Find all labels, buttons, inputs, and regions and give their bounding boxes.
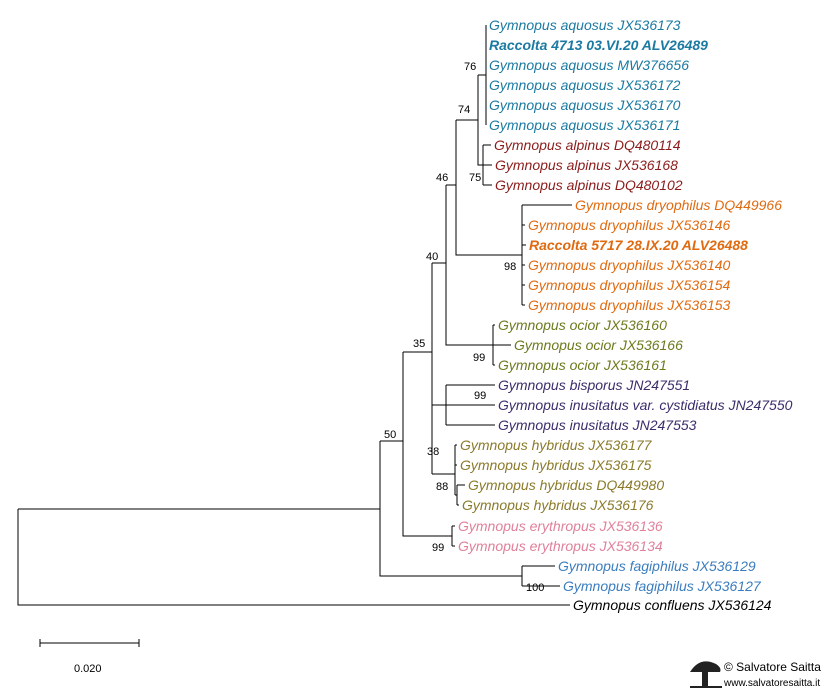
- taxon-label: Gymnopus aquosus JX536172: [489, 77, 681, 93]
- branch-node-46: [445, 185, 493, 346]
- taxon-label: Gymnopus aquosus JX536173: [489, 17, 681, 33]
- taxon-label: Gymnopus fagiphilus JX536127: [563, 578, 762, 594]
- taxon-label: Gymnopus ocior JX536166: [514, 337, 683, 353]
- watermark: © Salvatore Saitta www.salvatoresaitta.i…: [690, 660, 821, 689]
- branch-node-50: [379, 441, 522, 577]
- support-value: 100: [526, 582, 544, 594]
- taxon-label: Gymnopus aquosus MW376656: [489, 57, 689, 73]
- taxon-label: Gymnopus bisporus JN247551: [498, 377, 690, 393]
- branch-node-46-inner: [455, 120, 522, 256]
- support-value: 74: [458, 104, 470, 116]
- taxon-label: Gymnopus dryophilus DQ449966: [575, 197, 782, 213]
- taxon-label: Gymnopus aquosus JX536171: [489, 117, 680, 133]
- taxon-label: Gymnopus inusitatus JN247553: [498, 417, 697, 433]
- branch-node-35: [402, 352, 452, 537]
- support-value: 99: [474, 390, 486, 402]
- support-value: 99: [432, 542, 444, 554]
- watermark-site: www.salvatoresaitta.it: [723, 678, 820, 689]
- scale-bar-label: 0.020: [74, 663, 102, 675]
- taxon-label: Gymnopus hybridus JX536177: [460, 437, 653, 453]
- support-value: 46: [436, 172, 448, 184]
- support-value: 50: [384, 429, 396, 441]
- taxon-label: Gymnopus ocior JX536161: [498, 357, 667, 373]
- taxon-label: Gymnopus alpinus JX536168: [495, 157, 678, 173]
- taxon-label: Gymnopus dryophilus JX536154: [528, 277, 731, 293]
- support-value: 98: [504, 261, 516, 273]
- support-value: 88: [436, 481, 448, 493]
- scale-bar-line: [39, 639, 140, 647]
- support-value: 40: [426, 251, 438, 263]
- taxon-label: Gymnopus hybridus DQ449980: [468, 477, 664, 493]
- taxon-label: Gymnopus hybridus JX536176: [462, 497, 654, 513]
- taxon-label: Gymnopus alpinus DQ480114: [494, 137, 681, 153]
- taxon-label: Gymnopus alpinus DQ480102: [495, 177, 683, 193]
- support-value: 99: [473, 352, 485, 364]
- support-value: 38: [427, 446, 439, 458]
- support-labels: 76 74 75 46 98 40 99 35 99 38 88 50 99 100: [384, 61, 544, 594]
- watermark-name: © Salvatore Saitta: [724, 660, 821, 674]
- mushroom-logo-icon: [690, 661, 722, 688]
- support-value: 35: [413, 338, 425, 350]
- taxon-label: Gymnopus dryophilus JX536146: [528, 217, 731, 233]
- taxon-label: Gymnopus aquosus JX536170: [489, 97, 681, 113]
- taxon-label: Gymnopus dryophilus JX536153: [528, 297, 731, 313]
- taxon-label: Gymnopus ocior JX536160: [498, 317, 667, 333]
- tree-branches: [17, 25, 572, 647]
- taxon-label: Gymnopus inusitatus var. cystidiatus JN2…: [498, 397, 793, 413]
- taxon-label: Raccolta 4713 03.VI.20 ALV26489: [489, 37, 708, 53]
- taxon-label: Gymnopus hybridus JX536175: [460, 457, 652, 473]
- taxon-label: Raccolta 5717 28.IX.20 ALV26488: [529, 237, 748, 253]
- taxon-label: Gymnopus dryophilus JX536140: [528, 257, 731, 273]
- branch-aq-alp-clade: [477, 75, 483, 166]
- taxon-labels: Gymnopus aquosus JX536173 Raccolta 4713 0…: [458, 17, 793, 613]
- support-value: 75: [469, 172, 481, 184]
- branch-root: [17, 509, 570, 606]
- taxon-label: Gymnopus confluens JX536124: [573, 597, 772, 613]
- taxon-label: Gymnopus fagiphilus JX536129: [558, 558, 756, 574]
- taxon-label: Gymnopus erythropus JX536134: [458, 538, 663, 554]
- support-value: 76: [464, 61, 476, 73]
- taxon-label: Gymnopus erythropus JX536136: [458, 518, 663, 534]
